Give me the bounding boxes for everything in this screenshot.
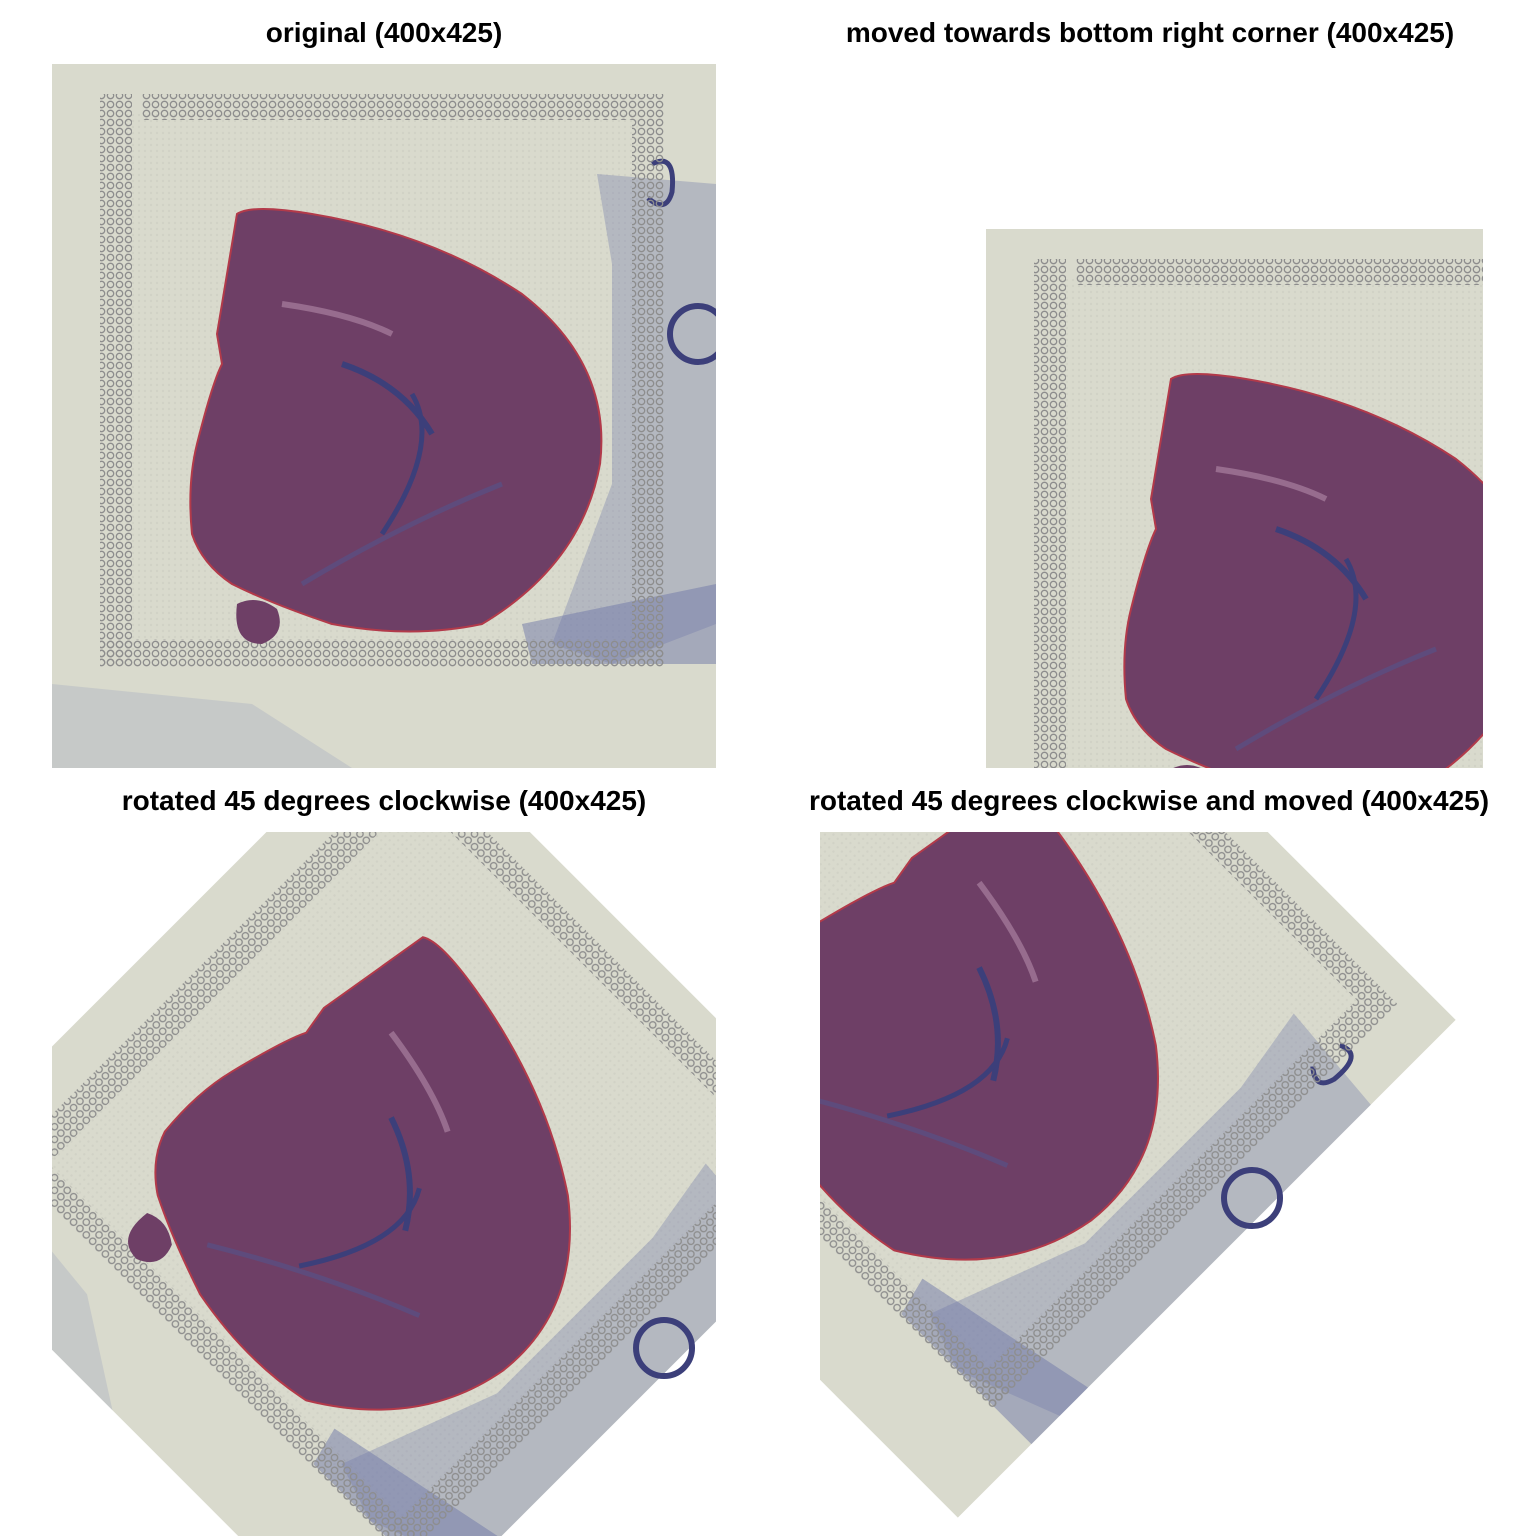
- image-panel-original: [52, 64, 716, 768]
- panel-title-original: original (400x425): [265, 17, 503, 48]
- panel-title-rotated-moved: rotated 45 degrees clockwise and moved (…: [808, 785, 1490, 816]
- image-panel-moved: [986, 229, 1483, 768]
- image-panel-rotated-moved: [820, 832, 1484, 1536]
- panel-title-rotated: rotated 45 degrees clockwise (400x425): [121, 785, 647, 816]
- image-panel-rotated: [52, 832, 716, 1536]
- panel-title-moved: moved towards bottom right corner (400x4…: [845, 17, 1455, 48]
